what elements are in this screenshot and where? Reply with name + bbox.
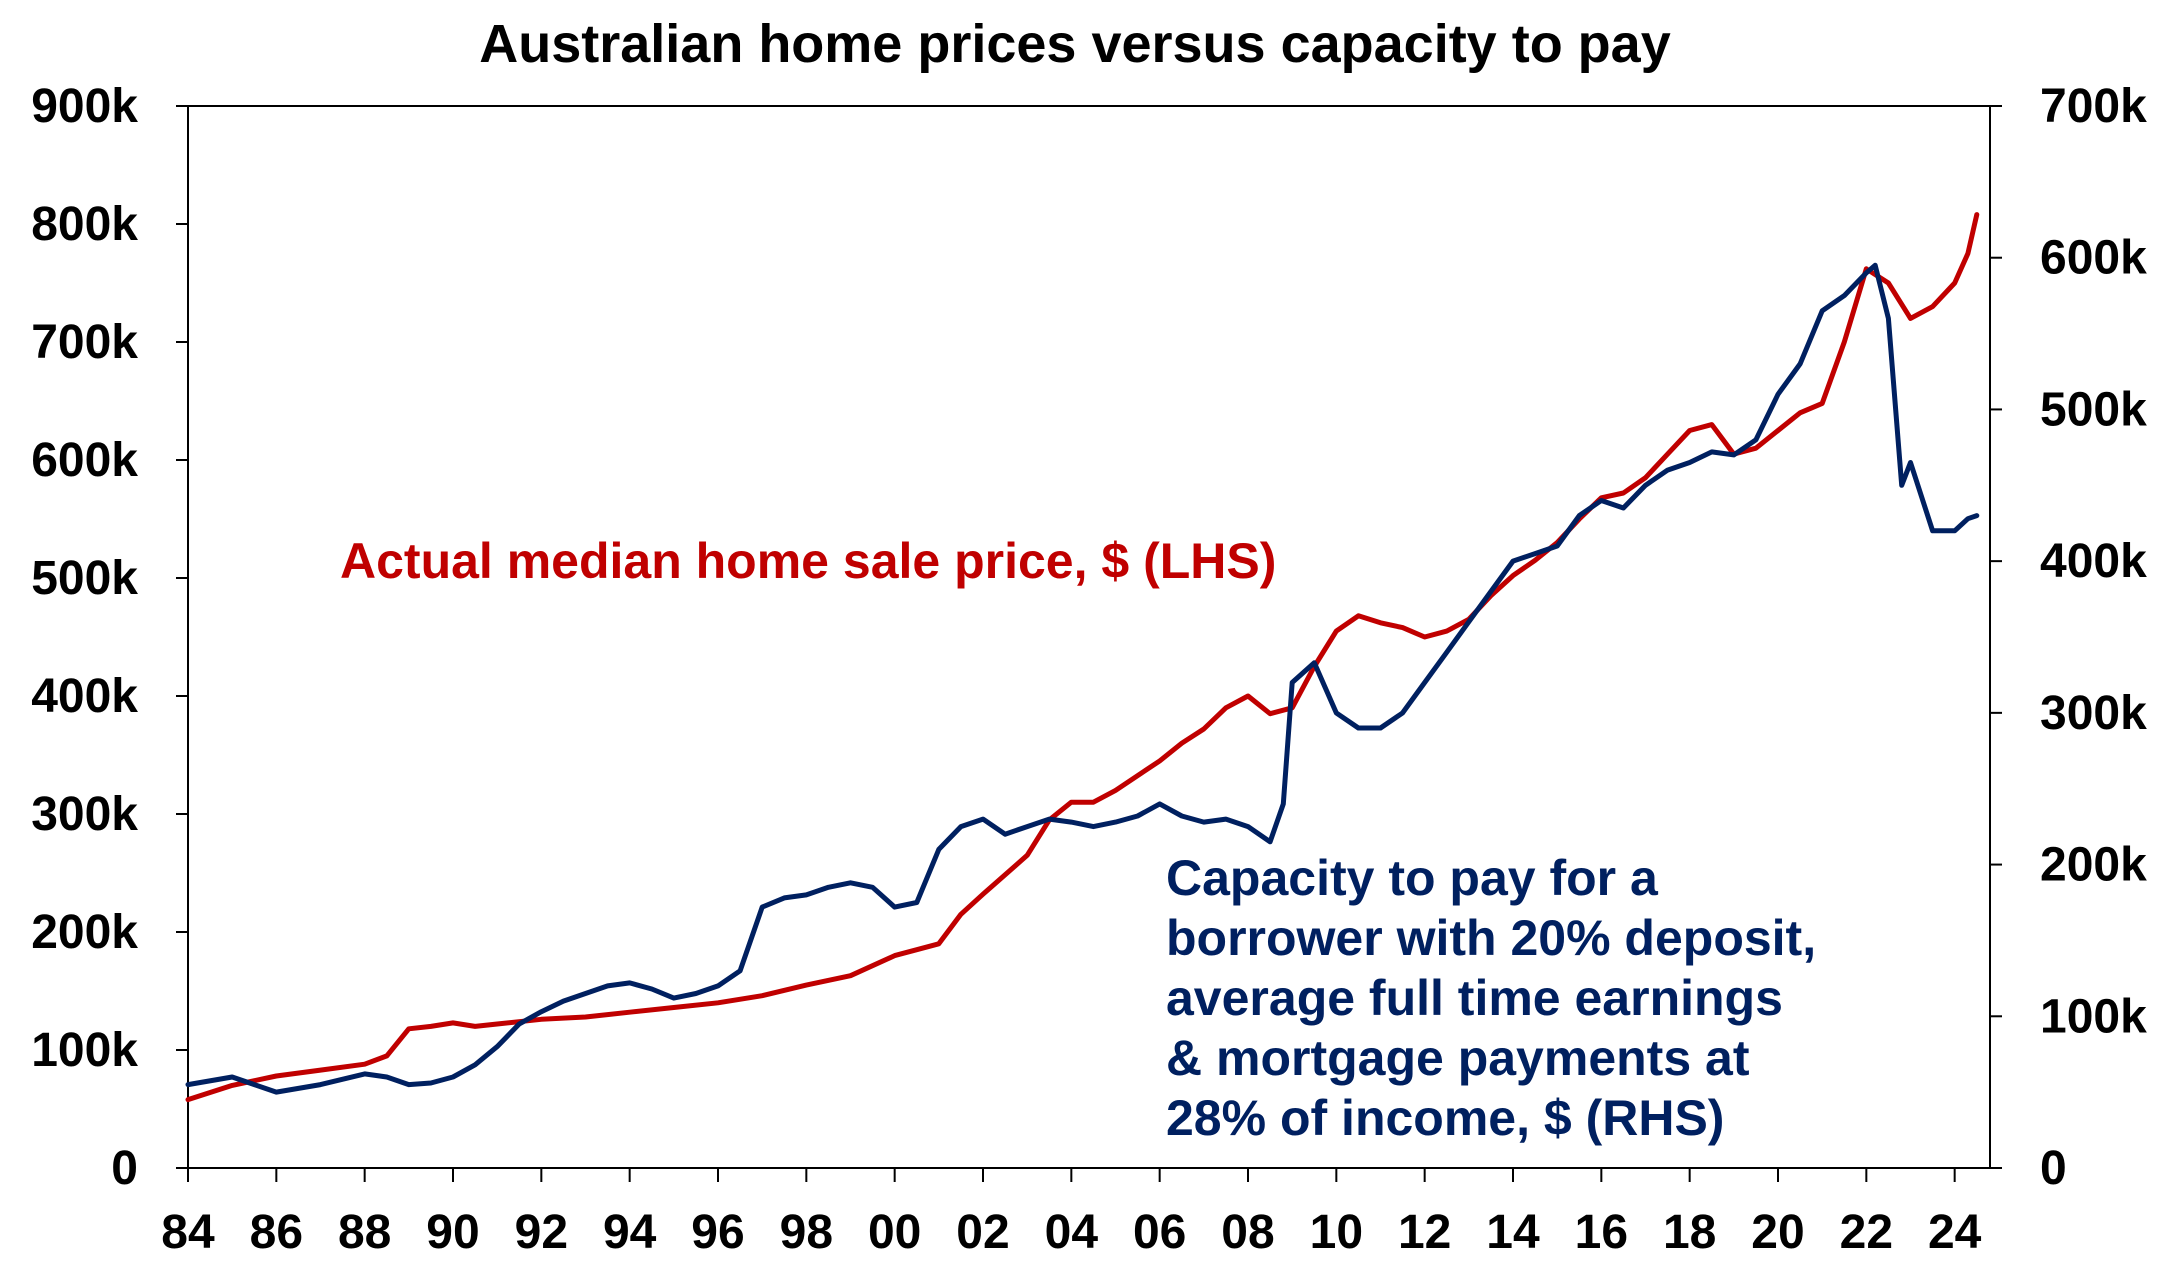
plot-frame	[187, 105, 1991, 1169]
chart-title: Australian home prices versus capacity t…	[479, 14, 1670, 74]
x-tick-label: 90	[426, 1206, 479, 1259]
x-tick-label: 24	[1928, 1206, 1982, 1259]
series-layer	[185, 212, 1980, 1103]
y-right-tick-label: 700k	[2040, 80, 2147, 133]
y-right-tick-label: 0	[2040, 1142, 2067, 1195]
y-axis-right: 0 100k 200k 300k 400k 500k 600k 700k	[1990, 80, 2147, 1195]
x-tick-label: 86	[250, 1206, 303, 1259]
y-left-tick-label: 600k	[31, 434, 138, 487]
x-tick-label: 96	[691, 1206, 744, 1259]
series-line-median-price	[185, 212, 1980, 1103]
x-tick-label: 08	[1221, 1206, 1274, 1259]
x-tick-label: 10	[1310, 1206, 1363, 1259]
annotation-line: Capacity to pay for a	[1166, 850, 1659, 906]
series-line-capacity-to-pay	[185, 262, 1980, 1095]
y-right-tick-label: 600k	[2040, 232, 2147, 285]
y-left-tick-label: 900k	[31, 80, 138, 133]
x-tick-label: 20	[1751, 1206, 1804, 1259]
y-right-tick-label: 100k	[2040, 990, 2147, 1043]
x-tick-label: 12	[1398, 1206, 1451, 1259]
y-left-tick-label: 400k	[31, 670, 138, 723]
annotation-capacity-to-pay: Capacity to pay for a borrower with 20% d…	[1166, 850, 1816, 1146]
y-axis-left: 0 100k 200k 300k 400k 500k 600k 700k 800k 900k	[31, 80, 188, 1195]
x-tick-label: 94	[603, 1206, 657, 1259]
x-tick-label: 92	[515, 1206, 568, 1259]
x-tick-label: 00	[868, 1206, 921, 1259]
annotation-line: Actual median home sale price, $ (LHS)	[340, 533, 1276, 589]
annotation-line: & mortgage payments at	[1166, 1030, 1750, 1086]
annotations: Actual median home sale price, $ (LHS) Ca…	[340, 533, 1816, 1146]
y-right-tick-label: 300k	[2040, 687, 2147, 740]
annotation-median-price: Actual median home sale price, $ (LHS)	[340, 533, 1276, 589]
x-tick-label: 84	[161, 1206, 215, 1259]
x-tick-label: 02	[956, 1206, 1009, 1259]
x-tick-label: 98	[780, 1206, 833, 1259]
x-tick-label: 06	[1133, 1206, 1186, 1259]
y-right-tick-label: 500k	[2040, 383, 2147, 436]
y-left-tick-label: 0	[111, 1142, 138, 1195]
x-tick-label: 14	[1486, 1206, 1540, 1259]
x-tick-label: 16	[1575, 1206, 1628, 1259]
annotation-line: 28% of income, $ (RHS)	[1166, 1090, 1724, 1146]
x-tick-label: 22	[1840, 1206, 1893, 1259]
y-right-tick-label: 200k	[2040, 839, 2147, 892]
y-right-tick-label: 400k	[2040, 535, 2147, 588]
y-left-tick-label: 200k	[31, 906, 138, 959]
x-tick-label: 04	[1045, 1206, 1099, 1259]
y-left-tick-label: 500k	[31, 552, 138, 605]
y-left-tick-label: 700k	[31, 316, 138, 369]
x-tick-label: 88	[338, 1206, 391, 1259]
y-left-tick-label: 100k	[31, 1024, 138, 1077]
y-left-tick-label: 300k	[31, 788, 138, 841]
y-left-tick-label: 800k	[31, 198, 138, 251]
annotation-line: average full time earnings	[1166, 970, 1783, 1026]
annotation-line: borrower with 20% deposit,	[1166, 910, 1816, 966]
x-tick-label: 18	[1663, 1206, 1716, 1259]
x-axis: 84 86 88 90 92 94 96 98 00 02 04 06 08 10 12 14 16 18 20 22…	[161, 1168, 1982, 1259]
